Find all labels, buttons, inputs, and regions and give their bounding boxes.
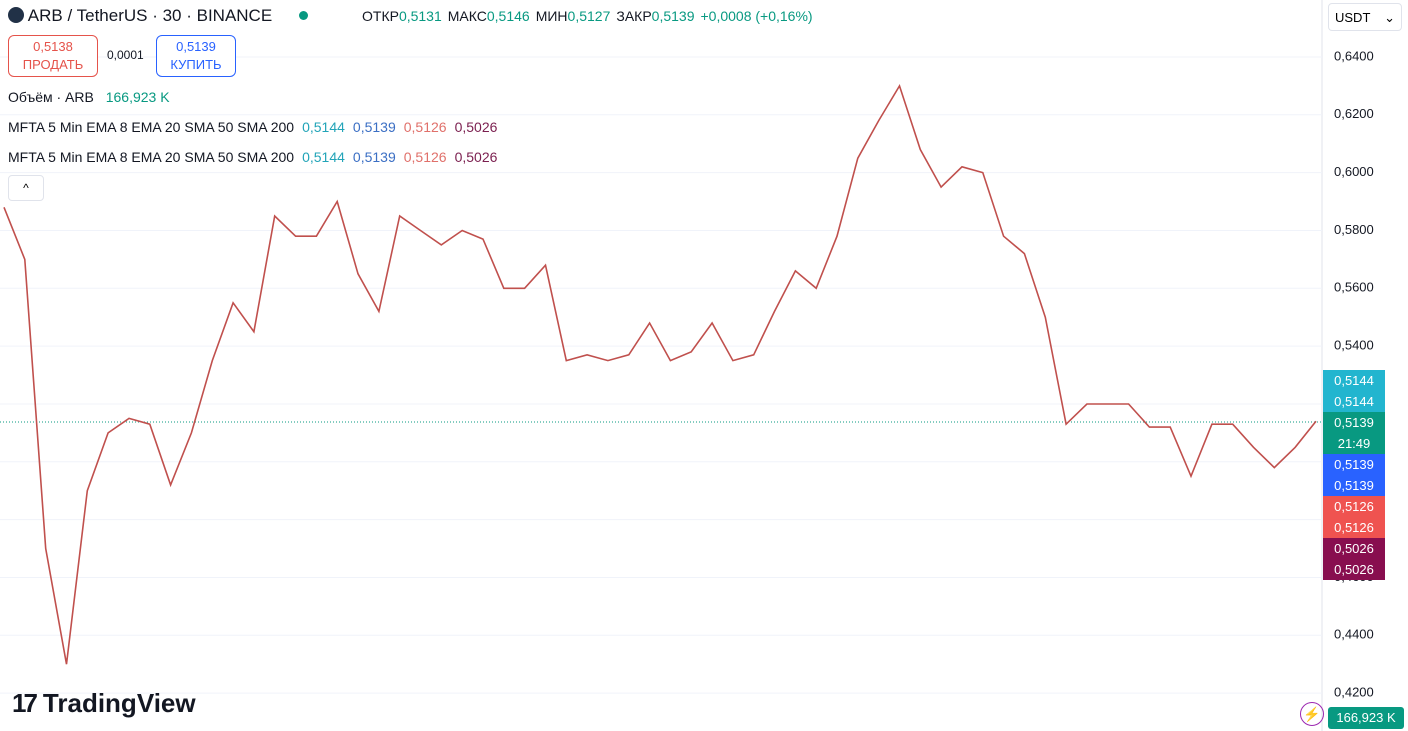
- sell-label: ПРОДАТЬ: [22, 57, 84, 72]
- price-label: 0,5139: [1323, 475, 1385, 496]
- price-label: 0,5144: [1323, 391, 1385, 412]
- currency-select[interactable]: USDT ⌄: [1328, 3, 1402, 31]
- ohlc-value: 0,5139: [651, 8, 695, 24]
- price-label: 0,5144: [1323, 370, 1385, 391]
- indicator-value: 0,5144: [302, 119, 345, 135]
- ohlc-label: ЗАКР: [616, 8, 652, 24]
- volume-label: Объём · ARB: [8, 89, 94, 105]
- sell-price: 0,5138: [33, 39, 73, 54]
- market-status: [298, 11, 308, 20]
- y-tick-label: 0,4200: [1334, 685, 1374, 700]
- symbol-icon: [8, 7, 24, 23]
- indicator-legend: MFTA 5 Min EMA 8 EMA 20 SMA 50 SMA 200 0,…: [8, 119, 505, 135]
- y-tick-label: 0,5800: [1334, 222, 1374, 237]
- sell-button[interactable]: 0,5138 ПРОДАТЬ: [8, 35, 98, 77]
- brand-text: TradingView: [42, 688, 196, 718]
- price-label: 0,5126: [1323, 517, 1385, 538]
- indicator-value: 0,5026: [454, 119, 498, 135]
- volume-legend: Объём · ARB 166,923 K: [8, 89, 170, 105]
- ohlc-value: 0,5146: [486, 8, 530, 24]
- y-tick-label: 0,6200: [1334, 106, 1374, 121]
- y-tick-label: 0,6400: [1334, 48, 1374, 63]
- ohlc-value: 0,5131: [398, 8, 442, 24]
- indicator-value: 0,5126: [403, 119, 447, 135]
- indicator-legend: MFTA 5 Min EMA 8 EMA 20 SMA 50 SMA 200 0,…: [8, 149, 505, 165]
- currency: USDT: [1335, 10, 1371, 25]
- y-tick-label: 0,5400: [1334, 338, 1374, 353]
- alert-icon[interactable]: ⚡: [1300, 702, 1324, 726]
- indicator-value: 0,5126: [403, 149, 447, 165]
- ohlc-change: +0,0008 (+0,16%): [700, 8, 813, 24]
- buy-button[interactable]: 0,5139 КУПИТЬ: [156, 35, 236, 77]
- brand: 17 TradingView: [12, 688, 196, 718]
- price-label: 0,5139: [1323, 454, 1385, 475]
- buy-price: 0,5139: [176, 39, 216, 54]
- price-line: [3, 83, 1317, 665]
- indicator-value: 0,5144: [302, 149, 345, 165]
- price-label: 0,5026: [1323, 559, 1385, 580]
- indicator-name: MFTA 5 Min EMA 8 EMA 20 SMA 50 SMA 200: [8, 119, 295, 135]
- ohlc: ОТКР0,5131 МАКС0,5146 МИН0,5127 ЗАКР0,5139 +…: [362, 8, 813, 24]
- volume-value: 166,923 K: [105, 89, 170, 105]
- buy-label: КУПИТЬ: [170, 57, 222, 72]
- ohlc-label: ОТКР: [362, 8, 399, 24]
- spread: 0,0001: [107, 48, 144, 62]
- ohlc-value: 0,5127: [567, 8, 611, 24]
- price-label: 0,5139: [1323, 412, 1385, 433]
- indicator-value: 0,5026: [454, 149, 498, 165]
- indicator-name: MFTA 5 Min EMA 8 EMA 20 SMA 50 SMA 200: [8, 149, 295, 165]
- ohlc-label: МИН: [535, 8, 568, 24]
- volume-price-label: 166,923 K: [1328, 707, 1404, 729]
- collapse-button[interactable]: ^: [8, 175, 44, 201]
- price-label: 0,5026: [1323, 538, 1385, 559]
- price-label: 0,5126: [1323, 496, 1385, 517]
- indicator-value: 0,5139: [352, 149, 396, 165]
- symbol[interactable]: ARB / TetherUS · 30 · BINANCE: [27, 6, 273, 25]
- symbol-row: ARB / TetherUS · 30 · BINANCE: [8, 6, 308, 26]
- y-tick-label: 0,4400: [1334, 627, 1374, 642]
- price-label: 21:49: [1323, 433, 1385, 454]
- ohlc-label: МАКС: [447, 8, 487, 24]
- y-tick-label: 0,6000: [1334, 164, 1374, 179]
- indicator-value: 0,5139: [352, 119, 396, 135]
- y-tick-label: 0,5600: [1334, 280, 1374, 295]
